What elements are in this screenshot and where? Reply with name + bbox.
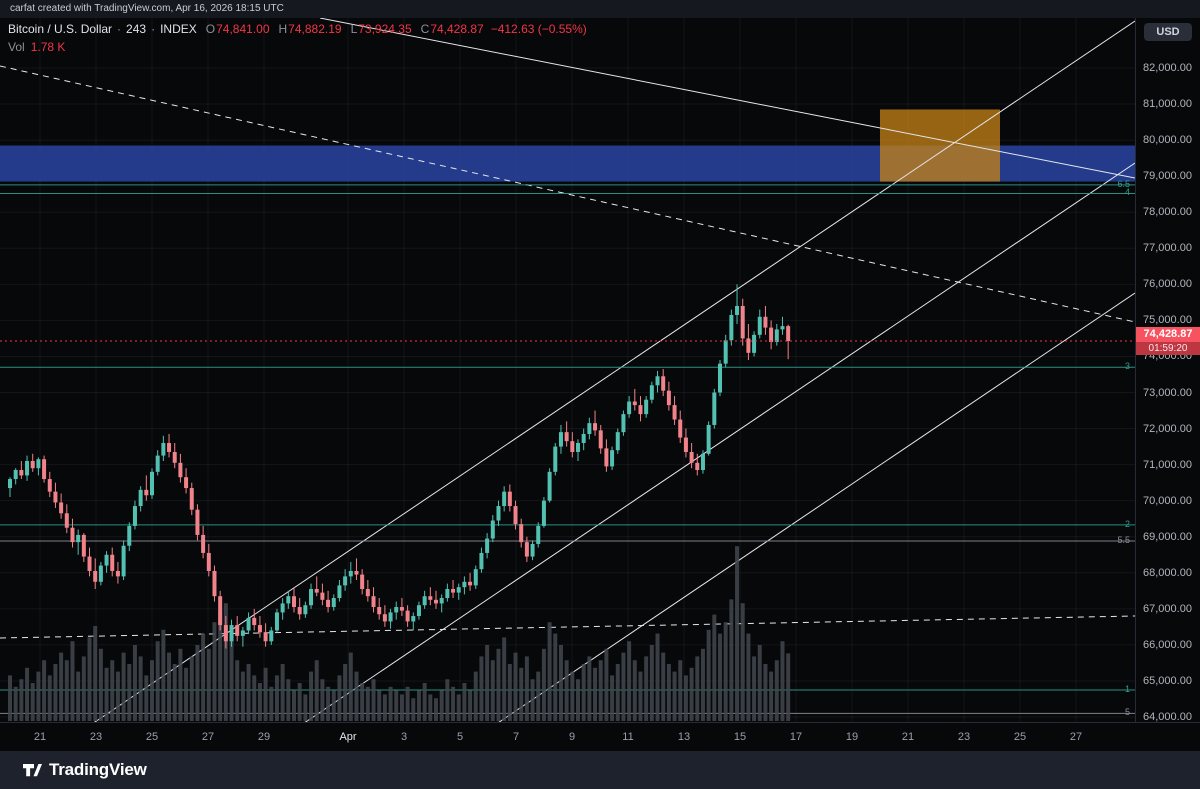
time-axis-label: 21 <box>901 731 915 743</box>
separator-dot: · <box>117 22 122 36</box>
price-axis-label: 70,000.00 <box>1143 494 1192 507</box>
time-axis-label: 17 <box>789 731 803 743</box>
low-value: 73,924.35 <box>358 22 412 36</box>
price-axis-label: 66,000.00 <box>1143 638 1192 651</box>
time-axis-label: 7 <box>512 731 520 743</box>
price-axis-label: 71,000.00 <box>1143 458 1192 471</box>
symbol-legend: Bitcoin / U.S. Dollar · 243 · INDEX O74,841.0… <box>8 22 587 54</box>
tradingview-logo-icon <box>23 764 42 777</box>
bottom-bar: TradingView <box>0 751 1200 789</box>
time-axis-label: 5 <box>456 731 464 743</box>
time-axis-label: 23 <box>89 731 103 743</box>
change-value: −412.63 (−0.55%) <box>490 22 587 36</box>
price-axis-label: 64,000.00 <box>1143 711 1192 723</box>
price-axis-label: 67,000.00 <box>1143 602 1192 615</box>
high-label: H <box>278 22 288 36</box>
close-label: C <box>420 22 430 36</box>
price-axis[interactable]: USD 82,000.00 81,000.00 80,000.00 79,000.00… <box>1135 18 1200 751</box>
attribution-bar: carfat created with TradingView.com, Apr… <box>0 0 1200 18</box>
time-axis-label: 25 <box>1013 731 1027 743</box>
time-axis-label: 11 <box>622 731 634 743</box>
tradingview-logo[interactable]: TradingView <box>22 760 147 780</box>
volume-bars <box>8 546 791 721</box>
currency-button[interactable]: USD <box>1144 23 1192 41</box>
candlesticks <box>8 284 791 649</box>
volume-value: 1.78 K <box>30 40 66 54</box>
time-axis-label: 13 <box>677 731 691 743</box>
low-label: L <box>350 22 358 36</box>
chart-area[interactable]: 6.5 4 3 2 5.5 1 5 Bitcoin / U.S. Dollar · 243 · IN… <box>0 18 1135 722</box>
time-axis-label: 27 <box>201 731 215 743</box>
current-price-badge: 74,428.87 01:59:20 <box>1136 326 1200 355</box>
price-axis-label: 76,000.00 <box>1143 278 1192 291</box>
legend-row-volume: Vol 1.78 K <box>8 40 587 54</box>
open-label: O <box>205 22 216 36</box>
close-value: 74,428.87 <box>430 22 484 36</box>
price-axis-label: 79,000.00 <box>1143 170 1192 183</box>
price-axis-label: 78,000.00 <box>1143 206 1192 219</box>
attribution-text: carfat created with TradingView.com, Apr… <box>10 3 284 14</box>
target-zone-box <box>880 109 1000 182</box>
highlight-zones <box>0 109 1135 182</box>
time-axis-label: 15 <box>733 731 747 743</box>
interval-label[interactable]: 243 <box>126 22 147 36</box>
price-axis-label: 75,000.00 <box>1143 314 1192 327</box>
tradingview-logo-text: TradingView <box>49 760 147 779</box>
separator-dot: · <box>151 22 156 36</box>
price-chart-canvas[interactable] <box>0 18 1135 722</box>
time-axis-label: 3 <box>400 731 408 743</box>
time-axis-label: 29 <box>257 731 271 743</box>
time-axis-label: 21 <box>33 731 47 743</box>
price-axis-label: 68,000.00 <box>1143 566 1192 579</box>
time-axis-label: 19 <box>845 731 859 743</box>
current-price-value: 74,428.87 <box>1136 326 1200 342</box>
price-axis-label: 80,000.00 <box>1143 134 1192 147</box>
price-axis-label: 72,000.00 <box>1143 422 1192 435</box>
level-lines <box>0 184 1135 714</box>
price-axis-label: 69,000.00 <box>1143 530 1192 543</box>
volume-label: Vol <box>8 40 25 54</box>
time-axis-label: 9 <box>568 731 576 743</box>
price-axis-label: 82,000.00 <box>1143 62 1192 74</box>
price-axis-label: 65,000.00 <box>1143 674 1192 687</box>
grid-vertical <box>39 18 1077 722</box>
price-axis-label: 77,000.00 <box>1143 242 1192 255</box>
price-axis-label: 81,000.00 <box>1143 98 1192 111</box>
time-axis[interactable]: 21 23 25 27 29 Apr 3 5 7 9 11 13 15 17 19 21 23 25 27 <box>0 722 1200 751</box>
open-value: 74,841.00 <box>216 22 270 36</box>
time-axis-label: 23 <box>957 731 971 743</box>
legend-row-main: Bitcoin / U.S. Dollar · 243 · INDEX O74,841.0… <box>8 22 587 36</box>
price-axis-label: 73,000.00 <box>1143 386 1192 399</box>
time-axis-label: Apr <box>339 731 357 743</box>
time-axis-label: 27 <box>1069 731 1083 743</box>
bar-countdown: 01:59:20 <box>1136 341 1200 355</box>
time-axis-label: 25 <box>145 731 159 743</box>
high-value: 74,882.19 <box>288 22 342 36</box>
exchange-label: INDEX <box>160 22 197 36</box>
symbol-title[interactable]: Bitcoin / U.S. Dollar <box>8 22 113 36</box>
